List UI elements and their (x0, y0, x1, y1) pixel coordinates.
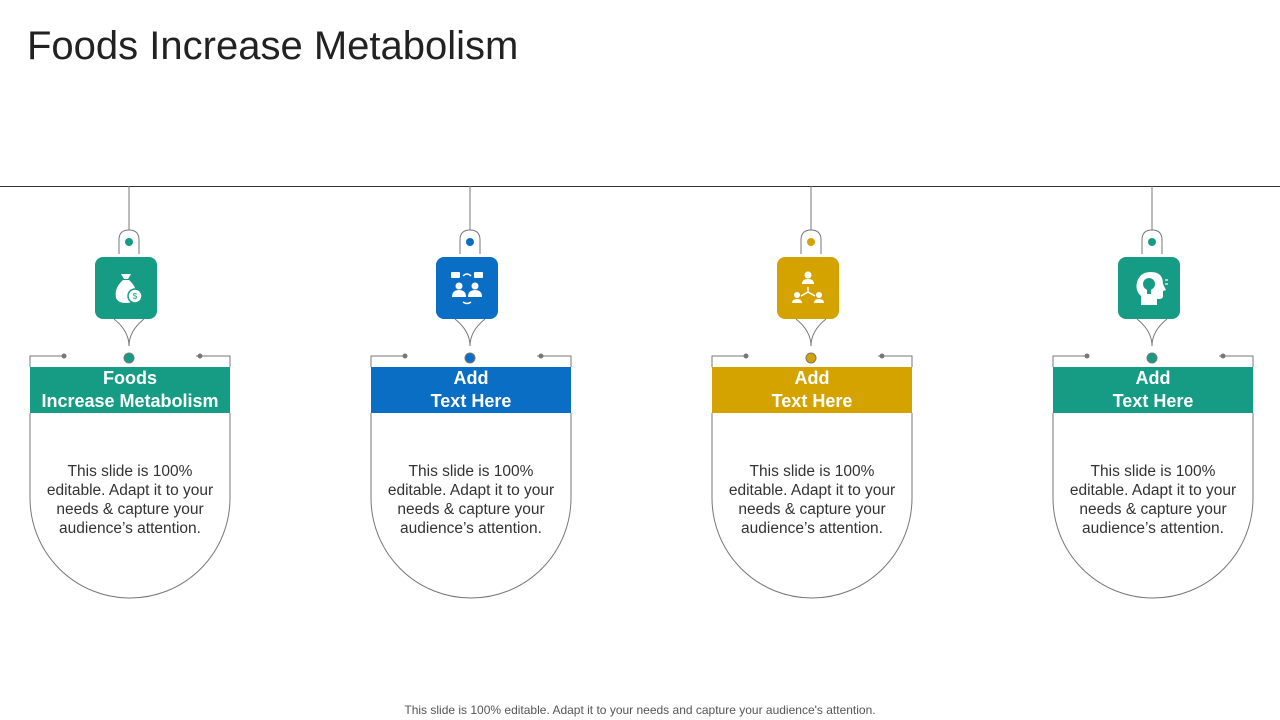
card-description: This slide is 100% editable. Adapt it to… (46, 463, 214, 537)
card-label-line1: Add (1135, 368, 1171, 388)
card-frame (29, 186, 231, 599)
network-people-icon (777, 257, 839, 319)
card-label-line1: Add (794, 368, 830, 388)
card-description: This slide is 100% editable. Adapt it to… (387, 463, 555, 537)
page-title: Foods Increase Metabolism (27, 24, 519, 68)
hanger-dot (125, 238, 133, 246)
top-divider-line (0, 186, 1280, 187)
card-label-band: Foods Increase Metabolism (30, 367, 230, 413)
card-description: This slide is 100% editable. Adapt it to… (1069, 463, 1237, 537)
card-2: Add Text Here This slide is 100% editabl… (370, 186, 573, 606)
card-3: Add Text Here This slide is 100% editabl… (711, 186, 914, 606)
connector-dot (1146, 352, 1158, 364)
card-description: This slide is 100% editable. Adapt it to… (728, 463, 896, 537)
card-label-band: Add Text Here (1053, 367, 1253, 413)
head-lightbulb-icon (1118, 257, 1180, 319)
card-label-band: Add Text Here (712, 367, 912, 413)
money-bag-icon: $ (95, 257, 157, 319)
hanger-dot (807, 238, 815, 246)
team-communication-icon (436, 257, 498, 319)
card-label-line2: Text Here (771, 391, 853, 411)
card-1: $ Foods Increase Metabolism This slide i… (29, 186, 232, 606)
card-frame (1052, 186, 1254, 599)
card-4: Add Text Here This slide is 100% editabl… (1052, 186, 1255, 606)
card-label-band: Add Text Here (371, 367, 571, 413)
card-label-line1: Add (453, 368, 489, 388)
connector-dot (123, 352, 135, 364)
card-label-line2: Increase Metabolism (41, 391, 219, 411)
connector-dot (805, 352, 817, 364)
card-label-line2: Text Here (1112, 391, 1194, 411)
hanger-dot (466, 238, 474, 246)
card-label-line2: Text Here (430, 391, 512, 411)
svg-text:$: $ (133, 292, 138, 301)
card-label-line1: Foods (103, 368, 157, 388)
footer-note: This slide is 100% editable. Adapt it to… (404, 703, 876, 717)
hanger-dot (1148, 238, 1156, 246)
card-frame (370, 186, 572, 599)
connector-dot (464, 352, 476, 364)
card-frame (711, 186, 913, 599)
